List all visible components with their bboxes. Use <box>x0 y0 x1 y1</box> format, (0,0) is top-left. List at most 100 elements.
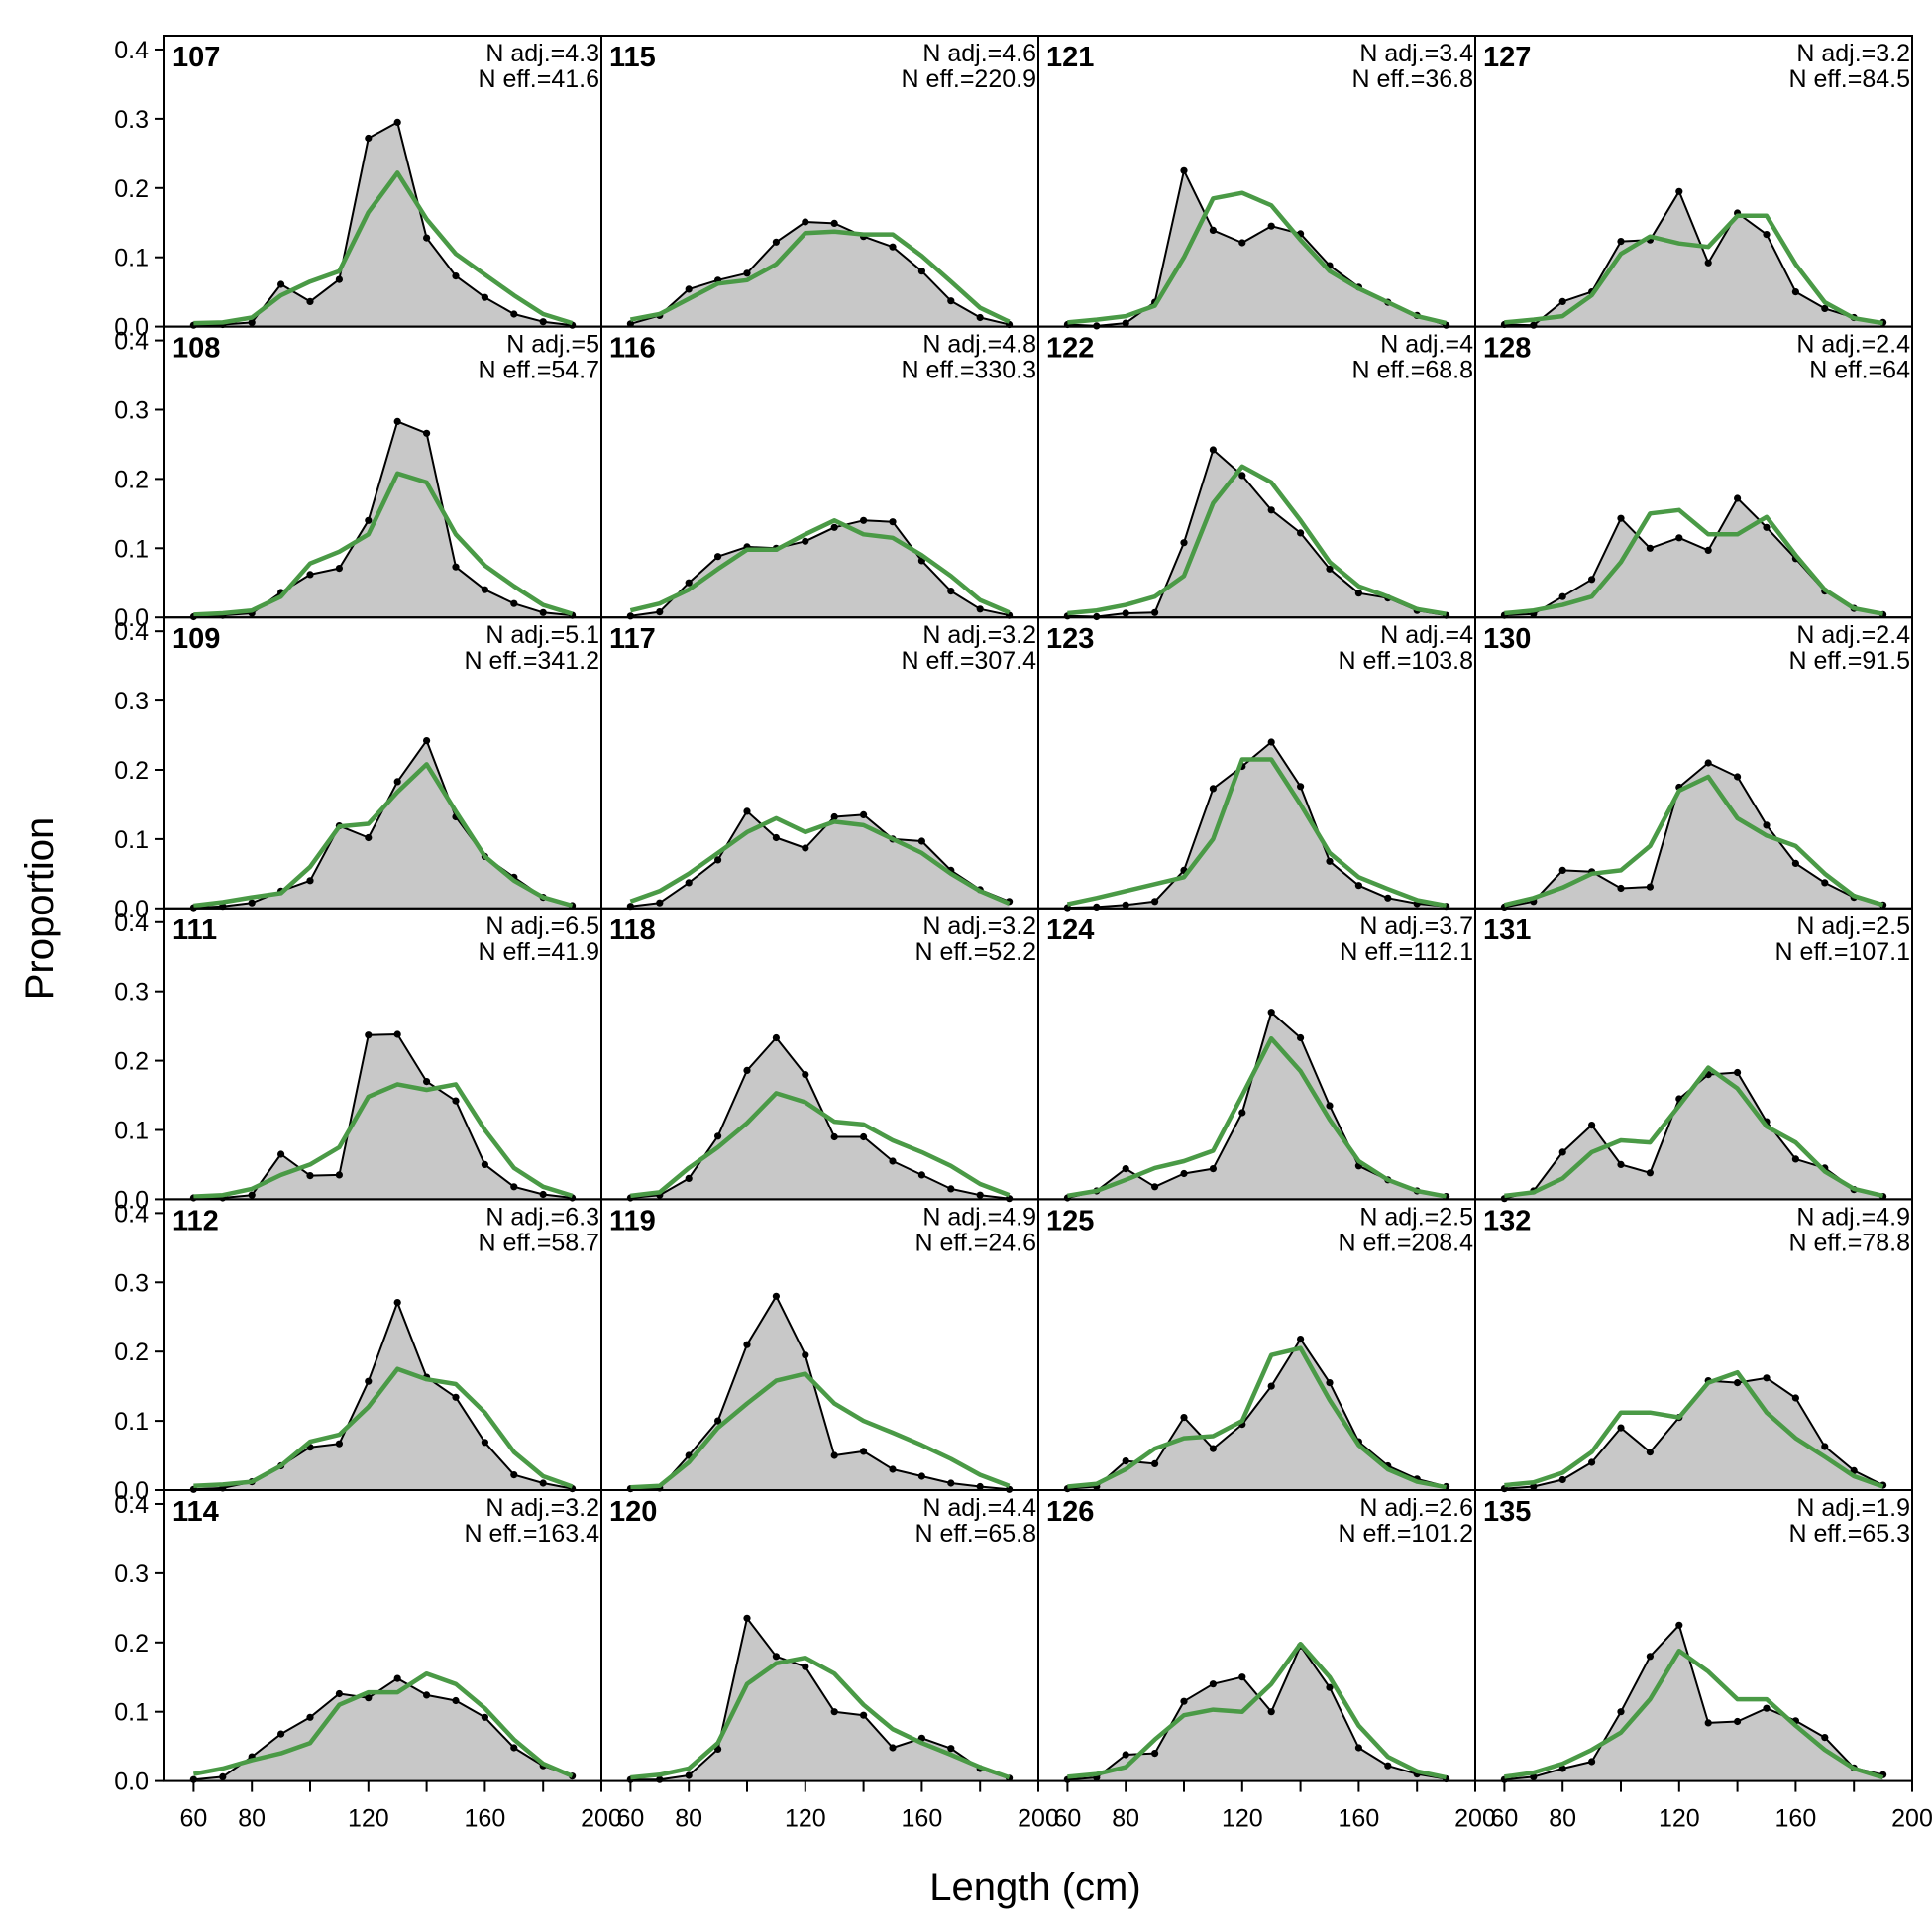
observed-point <box>830 523 838 531</box>
observed-line <box>630 809 1010 908</box>
expected-line <box>192 1670 574 1778</box>
y-tick-label: 0.2 <box>114 1048 149 1076</box>
observed-line <box>630 1295 1010 1491</box>
observed-point <box>947 1745 955 1753</box>
observed-point <box>1151 1750 1159 1758</box>
observed-point <box>889 1744 897 1752</box>
y-tick-label: 0.3 <box>114 688 149 715</box>
observed-point <box>481 1160 488 1168</box>
observed-point <box>1151 1459 1159 1467</box>
observed-point <box>1354 590 1362 597</box>
observed-point <box>1588 576 1596 584</box>
y-tick-label: 0.3 <box>114 106 149 134</box>
y-tick-label: 0.3 <box>114 979 149 1007</box>
observed-point <box>1354 1744 1362 1752</box>
observed-area <box>630 1037 1010 1200</box>
y-tick-label: 0.4 <box>114 328 149 356</box>
n-adj-label: N adj.=3.7 <box>1359 912 1473 940</box>
x-tick-label: 120 <box>785 1805 826 1833</box>
observed-point <box>248 1191 256 1199</box>
observed-point <box>1821 879 1829 887</box>
observed-point <box>1180 539 1188 547</box>
observed-point <box>306 877 314 885</box>
n-adj-label: N adj.=1.9 <box>1796 1494 1910 1522</box>
observed-point <box>802 537 809 545</box>
observed-point <box>423 429 431 437</box>
observed-point <box>743 1614 751 1622</box>
panel-126: 126 N adj.=2.6N eff.=101.2 <box>1037 1489 1476 1783</box>
observed-point <box>1297 1033 1305 1042</box>
observed-area <box>1504 1072 1883 1200</box>
n-eff-label: N eff.=91.5 <box>1788 647 1910 675</box>
observed-point <box>1763 821 1771 829</box>
panel-id-label: 135 <box>1483 1496 1531 1528</box>
observed-point <box>1763 231 1771 239</box>
observed-point <box>1763 523 1771 531</box>
observed-point <box>335 565 343 573</box>
observed-point <box>802 1351 809 1359</box>
x-tick-label: 160 <box>465 1805 506 1833</box>
observed-area <box>193 1034 573 1200</box>
observed-point <box>1617 1424 1625 1432</box>
n-adj-label: N adj.=3.2 <box>922 912 1036 940</box>
observed-point <box>947 588 955 595</box>
x-tick-label: 80 <box>1549 1805 1576 1833</box>
observed-point <box>917 837 926 845</box>
x-tick-label: 120 <box>348 1805 389 1833</box>
observed-point <box>743 1341 751 1348</box>
panel-116: 116 N adj.=4.8N eff.=330.3 <box>600 325 1039 620</box>
observed-point <box>714 856 722 864</box>
observed-point <box>1354 882 1362 890</box>
observed-area <box>1504 1625 1883 1781</box>
observed-point <box>860 1711 868 1719</box>
x-tick-label: 200 <box>1018 1805 1059 1833</box>
observed-point <box>772 1292 781 1300</box>
observed-point <box>1734 494 1742 502</box>
n-adj-label: N adj.=6.3 <box>485 1203 599 1231</box>
observed-point <box>917 268 926 275</box>
expected-line <box>193 170 574 326</box>
observed-area <box>1504 1377 1883 1490</box>
panel-131: 131 N adj.=2.5N eff.=107.1 <box>1474 907 1913 1203</box>
observed-point <box>1791 288 1799 296</box>
expected-line <box>193 1082 574 1199</box>
observed-point <box>830 1132 838 1141</box>
n-eff-label: N eff.=41.6 <box>478 65 599 93</box>
n-adj-label: N adj.=2.6 <box>1359 1494 1473 1522</box>
observed-point <box>1267 1009 1275 1017</box>
panel-130: 130 N adj.=2.4N eff.=91.5 <box>1474 616 1913 912</box>
n-adj-label: N adj.=2.5 <box>1796 912 1910 940</box>
observed-point <box>423 1078 431 1086</box>
x-tick-label: 200 <box>1891 1805 1932 1833</box>
observed-point <box>1704 259 1712 267</box>
observed-point <box>714 553 722 561</box>
observed-point <box>1180 1169 1188 1178</box>
observed-point <box>1122 609 1129 617</box>
n-eff-label: N eff.=220.9 <box>902 65 1036 93</box>
observed-point <box>1209 226 1217 234</box>
y-tick-label: 0.2 <box>114 1339 149 1366</box>
y-tick-label: 0.4 <box>114 910 149 937</box>
y-axis-title: Proportion <box>18 817 61 1001</box>
observed-point <box>626 612 635 620</box>
observed-point <box>393 118 401 126</box>
x-tick-label: 160 <box>1775 1805 1817 1833</box>
observed-point <box>1209 1165 1217 1173</box>
n-eff-label: N eff.=68.8 <box>1351 357 1473 384</box>
y-tick-label: 0.2 <box>114 1630 149 1658</box>
panel-128: 128 N adj.=2.4N eff.=64 <box>1474 325 1913 619</box>
observed-point <box>685 579 693 587</box>
expected-line <box>1503 774 1884 908</box>
observed-point <box>1734 1068 1742 1077</box>
observed-area <box>193 740 573 909</box>
observed-area <box>1067 742 1447 909</box>
panel-123: 123 N adj.=4N eff.=103.8 <box>1037 616 1476 912</box>
observed-point <box>889 1157 897 1165</box>
observed-line <box>1504 1624 1883 1781</box>
observed-point <box>1326 1379 1334 1387</box>
expected-line <box>630 1655 1011 1780</box>
observed-point <box>365 134 373 143</box>
panel-id-label: 116 <box>609 333 656 365</box>
n-eff-label: N eff.=41.9 <box>478 938 599 966</box>
